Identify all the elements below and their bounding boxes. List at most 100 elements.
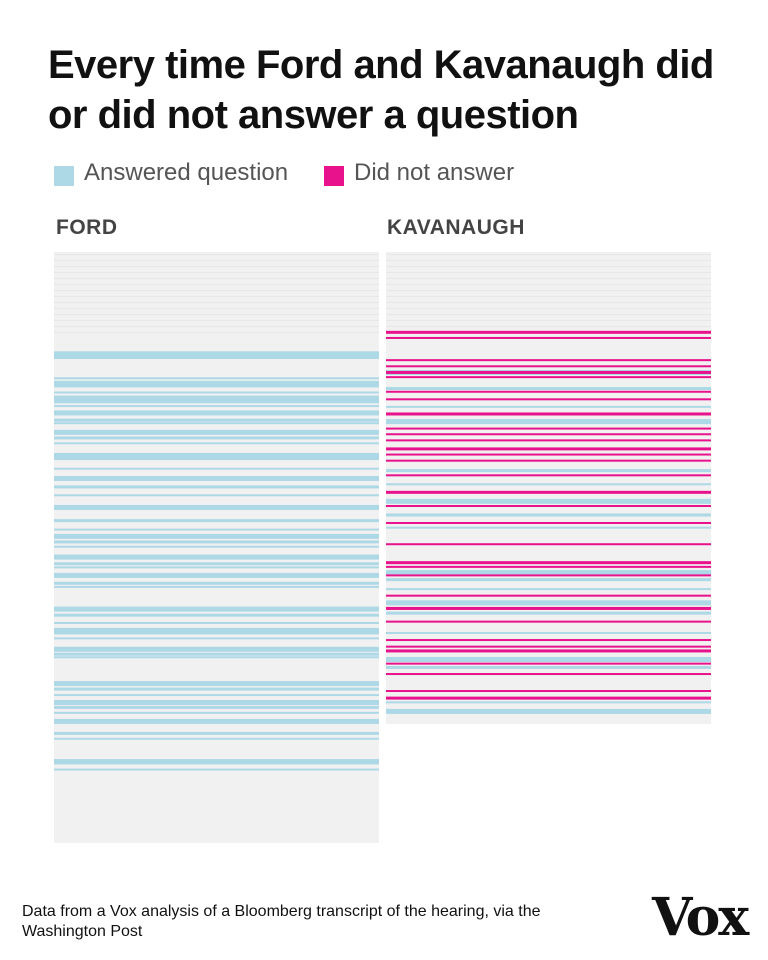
not-answered-stripe [386,412,711,416]
texture-line [54,314,379,315]
kavanaugh-stripes-svg [386,254,711,714]
answered-stripe [54,652,379,656]
not-answered-stripe [386,490,711,494]
texture-line [386,308,711,309]
texture-line [54,272,379,273]
texture-line [386,284,711,285]
answered-stripe [54,621,379,624]
answered-stripe [386,386,711,390]
not-answered-stripe [386,370,711,374]
answered-stripe [54,418,379,422]
answered-stripe [54,475,379,481]
texture-line [54,308,379,309]
answered-stripe [54,562,379,566]
answered-stripe [54,356,379,360]
answered-stripe [54,731,379,735]
not-answered-stripe [386,521,711,524]
answered-stripe [54,540,379,544]
not-answered-stripe [386,359,711,362]
answered-stripe [54,613,379,617]
answered-stripe [54,519,379,523]
chart-title: Every time Ford and Kavanaugh did or did… [48,43,714,137]
texture-line [386,302,711,303]
answered-stripe [54,452,379,458]
answered-stripe [54,545,379,548]
answered-stripe [386,708,711,714]
answered-stripe [54,572,379,578]
answered-stripe [386,483,711,486]
legend-label-not-answered: Did not answer [354,159,515,186]
answered-stripe [54,528,379,531]
texture-line [386,260,711,261]
answered-stripe [54,761,379,765]
answered-stripe [386,578,711,582]
answered-stripe [54,533,379,539]
answered-stripe [54,687,379,691]
not-answered-stripe [386,474,711,477]
answered-stripe [54,737,379,740]
answered-stripe [54,681,379,687]
not-answered-stripe [386,696,711,700]
answered-stripe [54,494,379,497]
not-answered-stripe [386,543,711,546]
answered-stripe [54,711,379,714]
not-answered-stripe [386,398,711,401]
texture-line [386,290,711,291]
answered-stripe [54,457,379,461]
answered-stripe [54,429,379,435]
answered-stripe [386,405,711,408]
texture-line [54,260,379,261]
answered-stripe [54,646,379,652]
texture-line [54,266,379,267]
answered-stripe [54,631,379,635]
answered-stripe [54,705,379,709]
answered-stripe [386,631,711,634]
answered-stripe [386,513,711,517]
texture-line [54,290,379,291]
answered-stripe [54,467,379,470]
answered-stripe [54,554,379,560]
not-answered-stripe [386,565,711,568]
answered-stripe [54,768,379,771]
texture-line [54,320,379,321]
not-answered-stripe [386,427,711,430]
answered-stripe [54,380,379,386]
answered-stripe [54,384,379,388]
not-answered-stripe [386,639,711,642]
not-answered-stripe [386,459,711,462]
not-answered-stripe [386,390,711,393]
texture-line [386,266,711,267]
answered-stripe [54,395,379,401]
answered-stripe [54,718,379,724]
answered-stripe [386,498,711,504]
ford-stripes-svg [54,254,379,771]
answered-stripe [386,419,711,425]
texture-line [54,302,379,303]
legend-swatch-answered [54,166,74,186]
answered-stripe [54,585,379,588]
answered-stripe [54,405,379,408]
texture-line [54,254,379,255]
answered-stripe [54,656,379,659]
not-answered-stripe [386,574,711,577]
answered-stripe [54,694,379,697]
texture-line [54,278,379,279]
answered-stripe [54,377,379,380]
not-answered-stripe [386,504,711,507]
not-answered-stripe [386,594,711,597]
answered-stripe [386,600,711,606]
vox-logo: Vox [652,887,749,948]
texture-line [386,254,711,255]
answered-stripe [54,442,379,445]
answered-stripe [386,469,711,473]
not-answered-stripe [386,376,711,379]
texture-line [54,332,379,333]
not-answered-stripe [386,620,711,623]
answered-stripe [386,656,711,662]
not-answered-stripe [386,606,711,610]
answered-stripe [54,699,379,705]
not-answered-stripe [386,336,711,339]
texture-line [386,296,711,297]
answered-stripe [54,485,379,489]
not-answered-stripe [386,433,711,436]
